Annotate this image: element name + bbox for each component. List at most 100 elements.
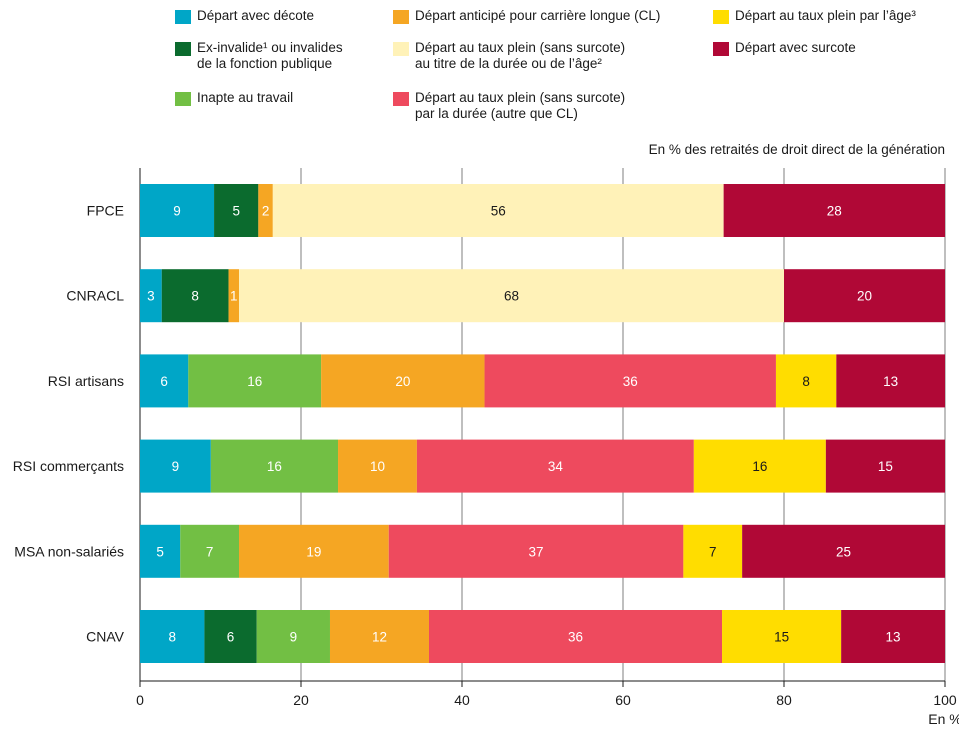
legend-label: Inapte au travail [197, 90, 294, 105]
data-label: 7 [206, 544, 214, 559]
legend-label: Départ avec décote [197, 8, 315, 23]
legend-swatch [713, 42, 729, 56]
legend-label: Départ avec surcote [735, 40, 856, 55]
data-label: 56 [491, 204, 506, 219]
data-label: 20 [395, 374, 410, 389]
bar-segment [693, 439, 826, 493]
data-label: 15 [774, 630, 789, 645]
bar-segment [228, 269, 240, 323]
bar-segment [272, 184, 724, 237]
data-label: 7 [709, 544, 717, 559]
bar-segment [258, 184, 273, 237]
data-label: 37 [529, 544, 544, 559]
data-label: 3 [147, 289, 155, 304]
legend-swatch [175, 10, 191, 24]
bar-segment [239, 269, 784, 323]
x-axis-label: En % [928, 711, 959, 727]
data-label: 13 [886, 630, 901, 645]
data-label: 16 [267, 459, 282, 474]
category-label: MSA non-salariés [14, 543, 124, 559]
bar-segment [722, 610, 842, 663]
legend-swatch [393, 92, 409, 106]
bar-segment [140, 610, 205, 663]
legend-label: Départ au taux plein par l’âge³ [735, 8, 916, 23]
data-label: 9 [172, 459, 180, 474]
bar-segment [825, 439, 945, 493]
legend-item-duree-age: Départ au taux plein (sans surcote) au t… [393, 40, 625, 72]
bar-segment [683, 524, 743, 578]
data-label: 5 [156, 544, 164, 559]
data-label: 28 [827, 204, 842, 219]
bar-segment [428, 610, 723, 663]
legend-swatch [175, 42, 191, 56]
data-label: 6 [160, 374, 168, 389]
bar-segment [204, 610, 257, 663]
bar-segment [338, 439, 417, 493]
legend-label: Ex-invalide¹ ou invalides de la fonction… [197, 40, 343, 71]
bar-segment [416, 439, 694, 493]
bar-segment [723, 184, 945, 237]
data-label: 10 [370, 459, 385, 474]
data-label: 5 [232, 204, 240, 219]
data-label: 15 [878, 459, 893, 474]
data-label: 68 [504, 289, 519, 304]
data-label: 2 [262, 204, 270, 219]
bar-segment [484, 354, 776, 408]
data-label: 13 [883, 374, 898, 389]
category-label: FPCE [87, 203, 124, 219]
legend-swatch [175, 92, 191, 106]
x-tick-label: 20 [293, 692, 309, 708]
legend-item-duree: Départ au taux plein (sans surcote) par … [393, 90, 625, 122]
bar-segment [140, 524, 181, 578]
data-label: 25 [836, 544, 851, 559]
category-label: CNRACL [66, 288, 124, 304]
bar-segment [321, 354, 485, 408]
bar-segment [140, 184, 215, 237]
unit-note: En % des retraités de droit direct de la… [648, 142, 945, 157]
bar-segment [188, 354, 322, 408]
bar-segment [214, 184, 259, 237]
bar-segment [140, 354, 189, 408]
x-tick-label: 0 [136, 692, 144, 708]
bar-segment [161, 269, 229, 323]
data-label: 9 [290, 630, 298, 645]
legend: Départ avec décote Départ anticipé pour … [0, 0, 959, 140]
bar-segment [210, 439, 339, 493]
bar-segment [388, 524, 684, 578]
data-label: 9 [173, 204, 181, 219]
legend-swatch [393, 42, 409, 56]
legend-swatch [393, 10, 409, 24]
x-tick-label: 80 [776, 692, 792, 708]
legend-item-surcote: Départ avec surcote [713, 40, 856, 56]
category-label: RSI commerçants [13, 458, 124, 474]
bar-segment [784, 269, 945, 323]
bar-segment [841, 610, 945, 663]
legend-item-inapte: Inapte au travail [175, 90, 293, 106]
legend-item-decote: Départ avec décote [175, 8, 314, 24]
data-label: 8 [191, 289, 199, 304]
data-label: 20 [857, 289, 872, 304]
legend-item-age: Départ au taux plein par l’âge³ [713, 8, 916, 24]
category-label: CNAV [86, 629, 125, 645]
bar-segment [742, 524, 945, 578]
x-tick-label: 40 [454, 692, 470, 708]
bar-segment [140, 269, 162, 323]
data-label: 8 [802, 374, 810, 389]
data-label: 34 [548, 459, 564, 474]
data-label: 19 [306, 544, 321, 559]
legend-label: Départ anticipé pour carrière longue (CL… [415, 8, 661, 23]
legend-item-invalide: Ex-invalide¹ ou invalides de la fonction… [175, 40, 343, 72]
data-label: 16 [247, 374, 262, 389]
data-label: 36 [623, 374, 638, 389]
bar-segment [329, 610, 429, 663]
x-tick-label: 100 [933, 692, 957, 708]
legend-label: Départ au taux plein (sans surcote) au t… [415, 40, 626, 71]
legend-label: Départ au taux plein (sans surcote) par … [415, 90, 626, 121]
bar-segment [239, 524, 389, 578]
bar-segment [775, 354, 837, 408]
category-label: RSI artisans [48, 373, 124, 389]
data-label: 12 [372, 630, 387, 645]
legend-swatch [713, 10, 729, 24]
bar-segment [180, 524, 240, 578]
